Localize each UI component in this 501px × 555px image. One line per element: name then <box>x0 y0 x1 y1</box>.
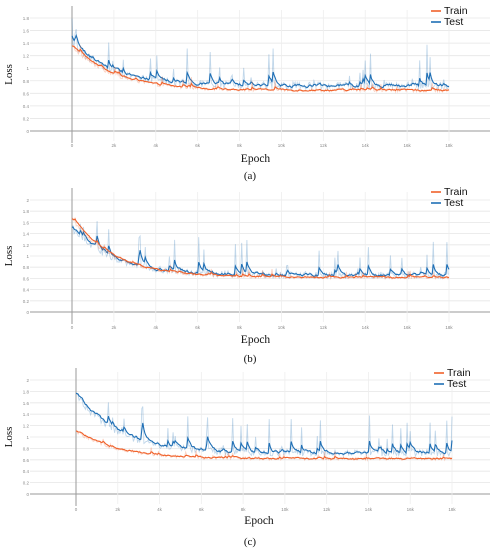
y-tick-label: 0.4 <box>23 104 30 109</box>
panel-label: (c) <box>244 536 257 548</box>
panel-label: (a) <box>244 170 257 182</box>
y-tick-label: 0 <box>26 310 29 315</box>
x-tick-label: 0 <box>71 143 74 148</box>
x-tick-label: 14k <box>362 143 370 148</box>
series-train-raw-line <box>75 430 453 462</box>
x-tick-label: 2k <box>112 325 118 330</box>
y-tick-label: 1.2 <box>23 54 30 59</box>
legend-label: Test <box>447 378 466 390</box>
series-test-raw-line <box>71 221 450 280</box>
series-test-line <box>71 34 450 89</box>
loss-chart-b: 0 0.2 0.4 0.6 0.8 1 1.2 1.4 1.6 1.8 2 0 2k 4k 6k 8k 10k… <box>3 186 490 365</box>
loss-chart-c: 0 0.2 0.4 0.6 0.8 1 1.2 1.4 1.6 1.8 2 0 2k 4k 6k 8k 10k… <box>3 367 490 548</box>
chart-panel-a: 0 0.2 0.4 0.6 0.8 1 1.2 1.4 1.6 1.8 0 2k 4k 6k 8k 10k 1… <box>0 0 501 182</box>
x-tick-label: 10k <box>281 507 289 512</box>
y-tick-label: 2 <box>26 378 29 383</box>
y-tick-label: 0.2 <box>23 481 30 486</box>
chart-panel-c: 0 0.2 0.4 0.6 0.8 1 1.2 1.4 1.6 1.8 2 0 2k 4k 6k 8k 10k… <box>0 365 501 550</box>
y-tick-label: 1 <box>26 435 29 440</box>
x-tick-label: 4k <box>157 507 163 512</box>
y-tick-label: 1.2 <box>23 243 30 248</box>
y-tick-label: 0.6 <box>23 276 30 281</box>
y-tick-label: 1.8 <box>23 209 30 214</box>
x-tick-label: 8k <box>237 143 243 148</box>
series-train-line <box>75 430 453 460</box>
legend-label: Test <box>444 16 463 28</box>
legend-label: Train <box>444 5 468 17</box>
x-tick-label: 16k <box>403 325 411 330</box>
chart-panel-b: 0 0.2 0.4 0.6 0.8 1 1.2 1.4 1.6 1.8 2 0 2k 4k 6k 8k 10k… <box>0 182 501 365</box>
x-tick-label: 2k <box>112 143 118 148</box>
y-tick-label: 0.4 <box>23 288 30 293</box>
y-tick-label: 0 <box>26 492 29 497</box>
legend-label: Test <box>444 197 463 209</box>
x-tick-label: 12k <box>323 507 331 512</box>
y-tick-label: 0.6 <box>23 91 30 96</box>
x-tick-label: 6k <box>199 507 205 512</box>
x-tick-label: 18k <box>445 143 453 148</box>
x-tick-label: 18k <box>445 325 453 330</box>
y-axis-label: Loss <box>3 246 15 267</box>
series-train-raw-line <box>71 217 450 281</box>
x-tick-label: 0 <box>75 507 78 512</box>
legend-label: Train <box>447 367 471 379</box>
y-tick-label: 0.2 <box>23 299 30 304</box>
y-axis-label: Loss <box>3 427 15 448</box>
y-tick-label: 1.2 <box>23 424 30 429</box>
y-tick-label: 0.2 <box>23 116 30 121</box>
y-tick-label: 1 <box>26 66 29 71</box>
series-test-raw-line <box>75 391 453 458</box>
x-tick-label: 8k <box>241 507 247 512</box>
y-tick-label: 2 <box>26 198 29 203</box>
x-axis-label: Epoch <box>241 153 271 165</box>
y-tick-label: 1.6 <box>23 401 30 406</box>
y-tick-label: 1.6 <box>23 220 30 225</box>
y-tick-label: 0.4 <box>23 469 30 474</box>
y-tick-label: 1.8 <box>23 16 30 21</box>
legend-label: Train <box>444 186 468 198</box>
y-tick-label: 1.4 <box>23 41 30 46</box>
x-axis-label: Epoch <box>244 515 274 527</box>
series-test-line <box>76 393 453 456</box>
y-tick-label: 1.4 <box>23 232 30 237</box>
x-tick-label: 4k <box>153 143 159 148</box>
x-tick-label: 12k <box>320 325 328 330</box>
x-tick-label: 14k <box>365 507 373 512</box>
x-tick-label: 16k <box>407 507 415 512</box>
y-tick-label: 1.4 <box>23 412 30 417</box>
x-tick-label: 16k <box>403 143 411 148</box>
y-tick-label: 0.8 <box>23 79 30 84</box>
y-axis-label: Loss <box>3 64 15 85</box>
series-train-line <box>71 218 450 279</box>
x-tick-label: 4k <box>153 325 159 330</box>
y-tick-label: 1 <box>26 254 29 259</box>
x-tick-label: 8k <box>237 325 243 330</box>
y-tick-label: 0 <box>26 129 29 134</box>
y-tick-label: 0.6 <box>23 458 30 463</box>
x-tick-label: 2k <box>115 507 121 512</box>
x-tick-label: 18k <box>448 507 456 512</box>
series-test-line <box>71 226 450 277</box>
x-tick-label: 6k <box>195 143 201 148</box>
panel-label: (b) <box>244 353 257 365</box>
y-tick-label: 0.8 <box>23 446 30 451</box>
x-tick-label: 12k <box>320 143 328 148</box>
y-tick-label: 0.8 <box>23 265 30 270</box>
series-train-line <box>71 45 450 92</box>
x-tick-label: 10k <box>278 325 286 330</box>
x-tick-label: 10k <box>278 143 286 148</box>
x-tick-label: 6k <box>195 325 201 330</box>
x-tick-label: 0 <box>71 325 74 330</box>
loss-chart-a: 0 0.2 0.4 0.6 0.8 1 1.2 1.4 1.6 1.8 0 2k 4k 6k 8k 10k 1… <box>3 5 490 182</box>
y-tick-label: 1.6 <box>23 29 30 34</box>
x-axis-label: Epoch <box>241 334 271 346</box>
x-tick-label: 14k <box>362 325 370 330</box>
y-tick-label: 1.8 <box>23 389 30 394</box>
